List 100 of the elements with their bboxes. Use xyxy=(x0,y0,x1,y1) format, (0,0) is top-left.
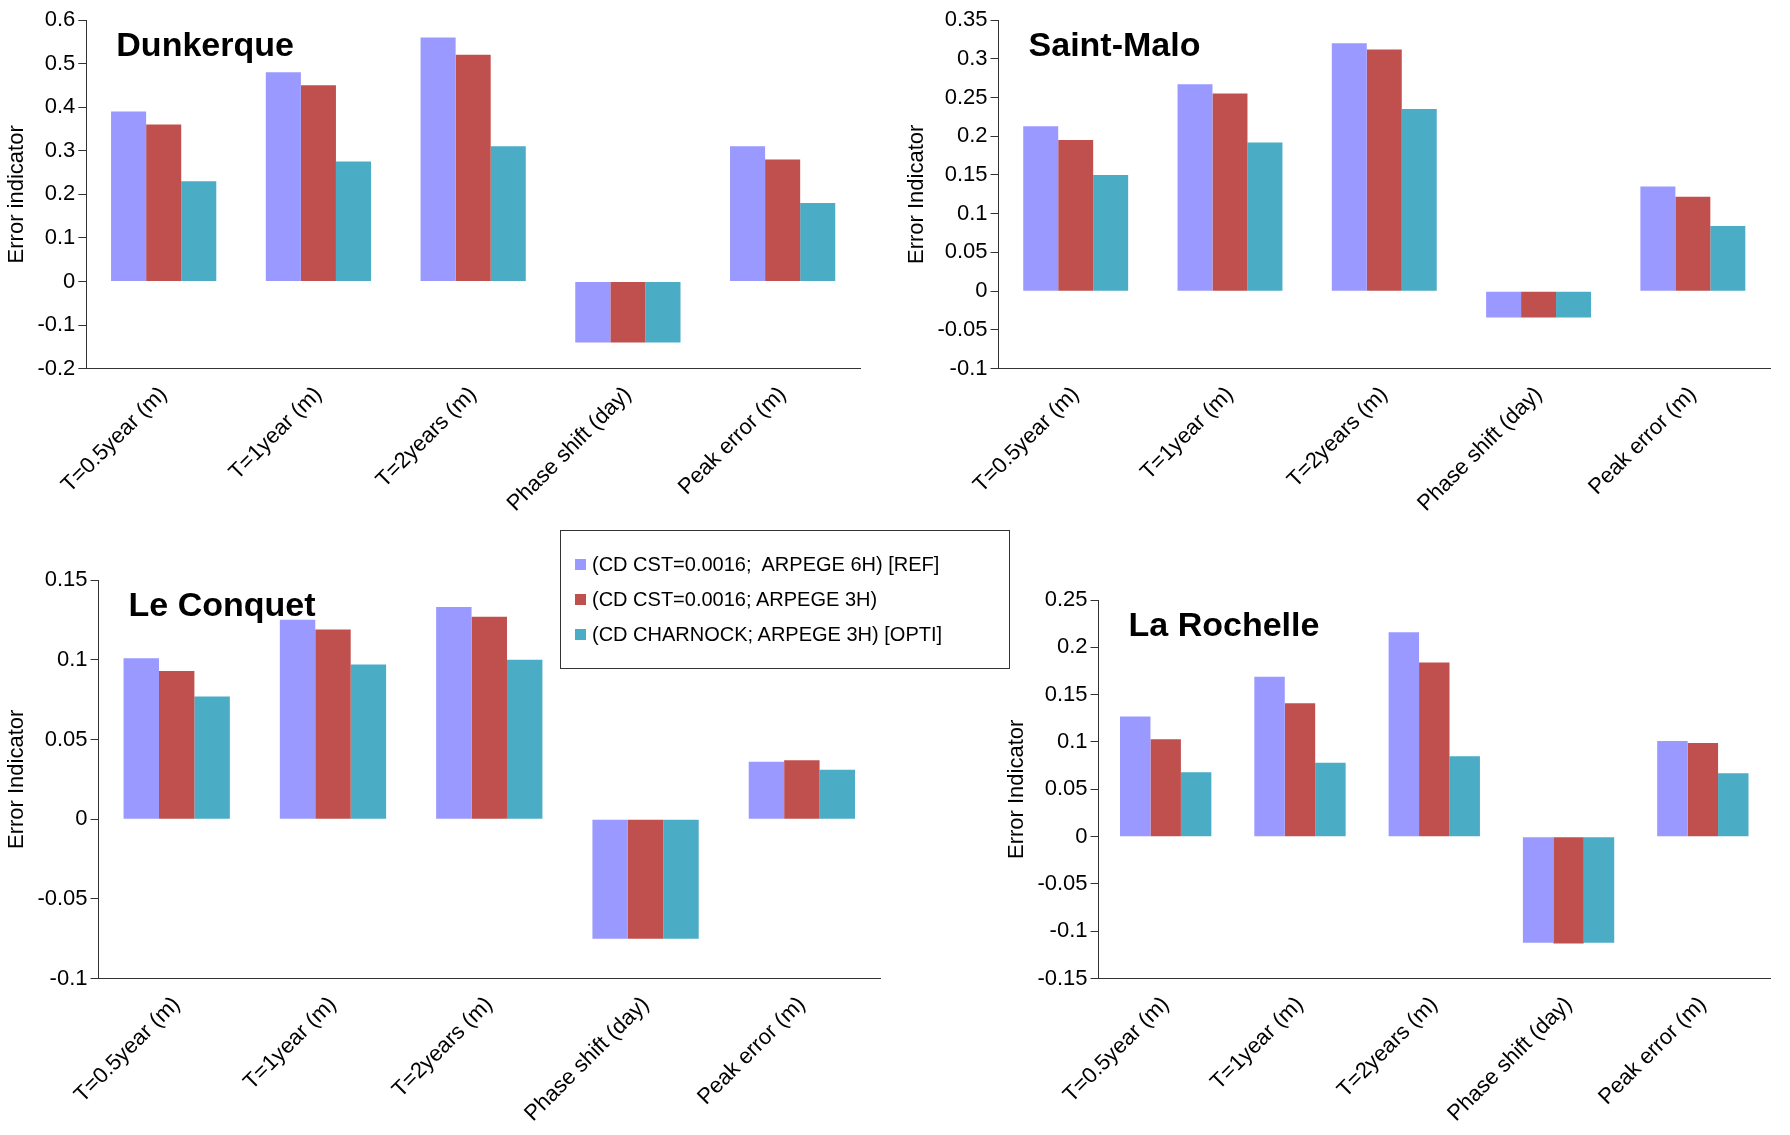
y-tick-label: -0.2 xyxy=(37,354,76,380)
bar xyxy=(490,146,526,281)
y-tick-label: -0.05 xyxy=(37,884,88,910)
chart-title: Dunkerque xyxy=(116,25,294,64)
bar xyxy=(819,769,855,819)
bar xyxy=(300,85,336,281)
y-tick-label: 0 xyxy=(975,277,988,303)
bar xyxy=(748,761,785,819)
bar xyxy=(1150,739,1181,837)
bar xyxy=(1553,837,1584,944)
bar xyxy=(1331,43,1367,291)
bar xyxy=(592,819,628,939)
bar xyxy=(1093,174,1129,291)
bar xyxy=(194,696,230,819)
bar xyxy=(784,760,820,819)
bar xyxy=(663,819,699,939)
bar xyxy=(1522,837,1554,943)
y-tick-label: 0.25 xyxy=(1044,586,1088,612)
bar xyxy=(765,159,801,281)
bar xyxy=(1366,49,1402,291)
bar xyxy=(1388,632,1420,837)
bar xyxy=(1521,291,1557,318)
bar xyxy=(265,72,301,281)
y-tick-label: 0.2 xyxy=(956,122,988,148)
y-tick-label: -0.05 xyxy=(937,315,988,341)
bar xyxy=(1657,741,1688,837)
bar xyxy=(1120,716,1151,837)
y-tick-label: 0.35 xyxy=(944,6,988,32)
bar xyxy=(1284,703,1316,837)
bar xyxy=(1449,756,1480,837)
y-tick-label: 0.15 xyxy=(44,566,88,592)
bar xyxy=(1640,186,1676,291)
y-tick-label: 0.1 xyxy=(56,645,88,671)
bar xyxy=(471,616,507,819)
bar xyxy=(1583,837,1615,943)
y-tick-label: -0.05 xyxy=(1037,870,1088,896)
chart-title: Saint-Malo xyxy=(1028,25,1201,64)
bar xyxy=(1419,662,1450,837)
bar xyxy=(146,124,182,281)
bar xyxy=(455,54,491,281)
y-tick-label: 0.05 xyxy=(44,725,88,751)
y-tick-label: -0.15 xyxy=(1037,964,1088,990)
bar xyxy=(123,658,159,819)
bar xyxy=(350,664,387,819)
bar xyxy=(1023,126,1059,291)
bar xyxy=(645,281,681,343)
y-tick-label: 0 xyxy=(75,805,88,831)
y-tick-label: 0.2 xyxy=(44,180,76,206)
bar xyxy=(1177,84,1213,291)
y-tick-label: 0.2 xyxy=(1056,633,1088,659)
y-tick-label: -0.1 xyxy=(49,964,88,990)
y-tick-label: 0.6 xyxy=(44,6,76,32)
bar xyxy=(436,607,472,819)
y-tick-label: 0.1 xyxy=(1056,728,1088,754)
bar xyxy=(506,659,543,819)
legend-label: (CD CST=0.0016; ARPEGE 3H) xyxy=(592,588,878,611)
bar xyxy=(800,203,836,281)
bar xyxy=(627,819,664,939)
bar xyxy=(1315,762,1346,837)
y-tick-label: 0.5 xyxy=(44,49,76,75)
y-tick-label: -0.1 xyxy=(949,354,988,380)
y-tick-label: 0 xyxy=(1075,822,1088,848)
y-tick-label: 0.1 xyxy=(44,223,76,249)
bar xyxy=(1486,291,1522,318)
y-tick-label: 0.4 xyxy=(44,93,76,119)
y-tick-label: 0.05 xyxy=(944,238,988,264)
bar xyxy=(1718,773,1749,837)
y-tick-label: 0.3 xyxy=(956,44,988,70)
legend-label: (CD CST=0.0016; ARPEGE 6H) [REF] xyxy=(592,553,940,576)
y-tick-label: -0.1 xyxy=(1049,917,1088,943)
chart-title: Le Conquet xyxy=(128,585,316,624)
bar xyxy=(158,670,195,819)
bar xyxy=(1556,291,1592,318)
bar xyxy=(1058,140,1094,291)
y-axis-title: Error Indicator xyxy=(1003,719,1029,859)
bar xyxy=(1247,142,1283,291)
bar xyxy=(730,146,766,281)
bar xyxy=(610,281,646,343)
bar xyxy=(1710,226,1746,291)
y-tick-label: 0.05 xyxy=(1044,775,1088,801)
bar xyxy=(1254,676,1285,837)
y-axis-title: Error Indicator xyxy=(3,709,29,849)
bar xyxy=(1212,93,1248,291)
bar xyxy=(575,281,611,343)
bar xyxy=(315,629,351,819)
y-axis-title: Error indicator xyxy=(3,125,29,264)
y-axis-title: Error Indicator xyxy=(903,124,929,264)
bar xyxy=(111,111,147,281)
y-tick-label: 0.15 xyxy=(1044,680,1088,706)
y-tick-label: 0 xyxy=(63,267,76,293)
y-tick-label: -0.1 xyxy=(37,311,76,337)
bar xyxy=(335,161,372,281)
bar xyxy=(1675,196,1711,291)
legend-label: (CD CHARNOCK; ARPEGE 3H) [OPTI] xyxy=(592,623,943,646)
y-tick-label: 0.1 xyxy=(956,199,988,225)
bar xyxy=(1401,109,1437,291)
bar xyxy=(420,37,456,281)
y-tick-label: 0.15 xyxy=(944,161,988,186)
y-tick-label: 0.3 xyxy=(44,136,76,162)
y-tick-label: 0.25 xyxy=(944,83,988,109)
